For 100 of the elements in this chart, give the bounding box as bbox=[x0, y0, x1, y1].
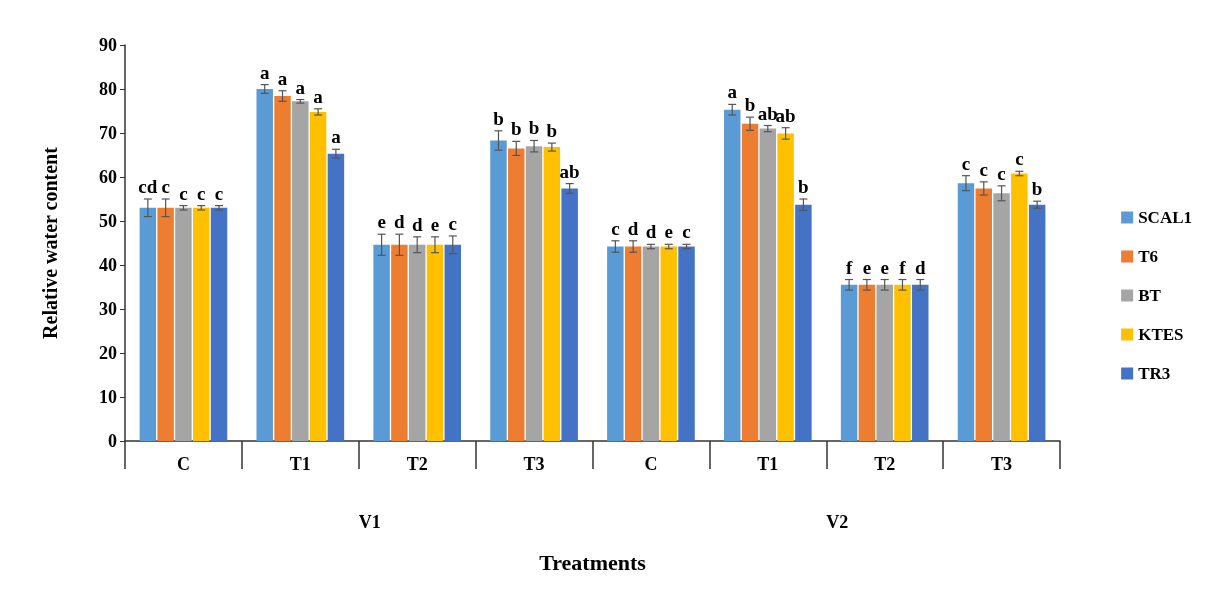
bar bbox=[274, 96, 291, 441]
x-axis-title: Treatments bbox=[539, 549, 647, 575]
data-label: a bbox=[331, 126, 342, 148]
data-label: c bbox=[997, 162, 1006, 184]
data-label: e bbox=[862, 256, 872, 278]
bar bbox=[210, 207, 228, 441]
bar bbox=[373, 244, 390, 441]
bar bbox=[957, 183, 975, 441]
data-label: e bbox=[880, 256, 889, 278]
y-tick-label: 10 bbox=[99, 387, 117, 407]
x-tick-label: T1 bbox=[289, 454, 311, 474]
bar bbox=[975, 188, 993, 441]
y-tick-label: 30 bbox=[99, 299, 117, 319]
y-tick-label: 50 bbox=[99, 211, 117, 231]
bar bbox=[444, 244, 462, 441]
bar bbox=[894, 284, 911, 441]
y-axis-title: Relative water content bbox=[39, 146, 61, 339]
data-label: ab bbox=[775, 104, 796, 126]
bar bbox=[543, 147, 561, 441]
legend-label: SCAL1 bbox=[1138, 208, 1193, 227]
bar bbox=[525, 146, 543, 441]
x-tick-label: T2 bbox=[406, 454, 428, 474]
data-label: a bbox=[259, 61, 270, 83]
x-tick-label: T1 bbox=[757, 454, 779, 474]
bar bbox=[192, 207, 210, 441]
y-tick-label: 60 bbox=[99, 167, 117, 187]
legend-label: T6 bbox=[1138, 247, 1158, 266]
bar bbox=[1028, 204, 1046, 441]
data-label: f bbox=[899, 256, 907, 278]
bar bbox=[292, 101, 309, 441]
bar bbox=[157, 207, 174, 441]
legend-label: KTES bbox=[1138, 325, 1184, 344]
data-label: c bbox=[682, 221, 691, 243]
bar bbox=[256, 89, 273, 441]
bar bbox=[795, 204, 812, 441]
data-label: b bbox=[1031, 178, 1043, 200]
x-tick-label: C bbox=[644, 454, 658, 474]
text: V1 bbox=[358, 512, 381, 532]
bar bbox=[408, 244, 426, 441]
data-label: b bbox=[798, 176, 809, 197]
data-label: e bbox=[664, 221, 673, 243]
data-label: a bbox=[727, 81, 738, 103]
bar bbox=[723, 109, 741, 441]
x-tick-label: T3 bbox=[523, 454, 545, 474]
data-label: b bbox=[546, 120, 558, 142]
bar bbox=[741, 123, 759, 441]
bar bbox=[327, 153, 345, 441]
bar bbox=[508, 148, 525, 441]
bar bbox=[175, 207, 192, 441]
data-label: a bbox=[295, 76, 306, 98]
data-label: c bbox=[179, 182, 188, 204]
bar bbox=[490, 140, 507, 441]
data-label: a bbox=[313, 85, 324, 107]
text: V2 bbox=[826, 512, 849, 532]
y-tick-label: 40 bbox=[99, 255, 117, 275]
bar bbox=[912, 284, 929, 441]
data-label: f bbox=[845, 256, 853, 278]
data-label: c bbox=[1015, 148, 1024, 170]
data-label: c bbox=[214, 182, 224, 204]
bar bbox=[607, 246, 624, 441]
bar bbox=[993, 193, 1010, 441]
bar bbox=[309, 111, 327, 441]
y-tick-label: 70 bbox=[99, 123, 117, 143]
bar bbox=[561, 188, 578, 441]
bar bbox=[642, 246, 660, 441]
bar bbox=[777, 133, 794, 441]
y-tick-label: 80 bbox=[99, 79, 117, 99]
data-label: c bbox=[161, 176, 170, 197]
data-label: d bbox=[411, 213, 423, 235]
bar bbox=[1011, 173, 1028, 441]
legend-label: BT bbox=[1138, 286, 1162, 305]
y-tick-label: 90 bbox=[99, 35, 117, 55]
bar bbox=[858, 284, 876, 441]
data-label: b bbox=[493, 107, 504, 129]
data-label: a bbox=[277, 67, 288, 89]
data-label: d bbox=[645, 221, 657, 243]
x-tick-label: T3 bbox=[991, 454, 1013, 474]
bar bbox=[660, 246, 677, 441]
bar bbox=[759, 128, 777, 441]
data-label: b bbox=[744, 94, 756, 116]
bar bbox=[678, 246, 695, 441]
bar bbox=[876, 284, 893, 441]
data-label: c bbox=[197, 182, 206, 204]
data-label: b bbox=[528, 117, 540, 139]
data-label: cd bbox=[138, 176, 158, 197]
data-label: e bbox=[377, 211, 386, 233]
x-tick-label: C bbox=[176, 454, 190, 474]
data-label: d bbox=[627, 217, 639, 239]
y-tick-label: 20 bbox=[99, 343, 117, 363]
data-label: c bbox=[979, 158, 988, 180]
bar bbox=[139, 207, 157, 441]
x-tick-label: T2 bbox=[874, 454, 896, 474]
y-tick-label: 0 bbox=[108, 431, 117, 451]
legend-label: TR3 bbox=[1138, 364, 1171, 383]
data-label: d bbox=[914, 256, 926, 278]
data-label: c bbox=[961, 152, 971, 174]
data-label: ab bbox=[559, 160, 580, 182]
bar bbox=[426, 244, 444, 441]
bar bbox=[391, 244, 408, 441]
bar bbox=[840, 284, 858, 441]
